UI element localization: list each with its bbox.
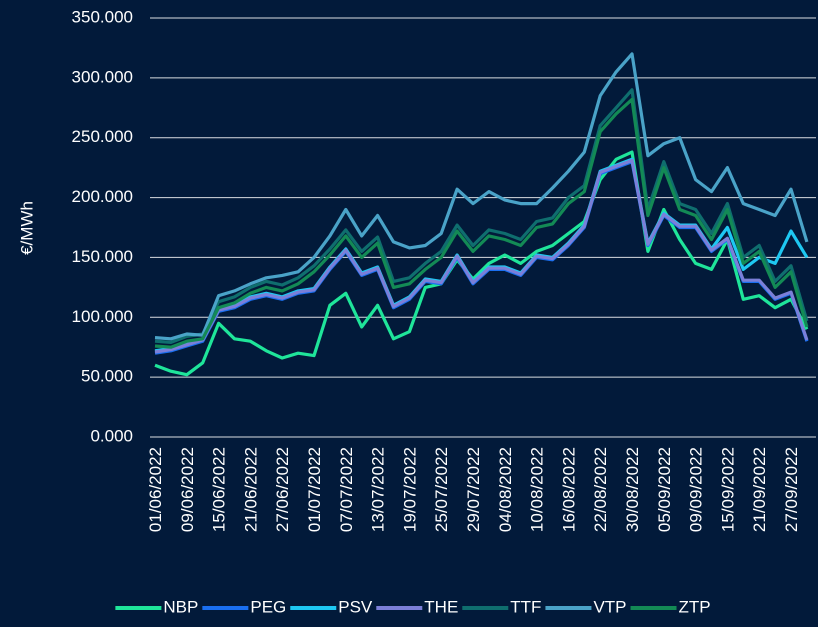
y-tick-label: 200.000: [72, 187, 133, 206]
x-tick-label: 07/07/2022: [337, 447, 356, 532]
x-tick-label: 01/06/2022: [146, 447, 165, 532]
x-tick-label: 01/07/2022: [305, 447, 324, 532]
x-tick-label: 29/07/2022: [464, 447, 483, 532]
legend-item: ZTP: [630, 597, 711, 616]
y-tick-label: 150.000: [72, 247, 133, 266]
x-tick-label: 10/08/2022: [528, 447, 547, 532]
x-tick-label: 22/08/2022: [591, 447, 610, 532]
x-tick-label: 15/09/2022: [718, 447, 737, 532]
legend-label: ZTP: [679, 597, 711, 616]
x-tick-label: 15/06/2022: [210, 447, 229, 532]
x-tick-label: 27/09/2022: [782, 447, 801, 532]
x-tick-label: 21/09/2022: [750, 447, 769, 532]
x-tick-label: 13/07/2022: [369, 447, 388, 532]
series-line: [154, 88, 809, 344]
legend-label: TTF: [510, 597, 541, 616]
series-line: [154, 97, 809, 349]
y-tick-label: 50.000: [81, 367, 133, 386]
legend-label: PEG: [250, 597, 286, 616]
x-tick-label: 09/09/2022: [687, 447, 706, 532]
legend-label: PSV: [338, 597, 373, 616]
legend-label: THE: [424, 597, 458, 616]
series-line: [154, 150, 809, 377]
y-axis-label: €/MWh: [17, 201, 36, 255]
x-tick-label: 21/06/2022: [241, 447, 260, 532]
y-tick-label: 350.000: [72, 7, 133, 26]
legend-item: THE: [376, 597, 458, 616]
legend-label: NBP: [163, 597, 198, 616]
series-line: [154, 52, 809, 341]
y-tick-label: 300.000: [72, 67, 133, 86]
series-line: [154, 158, 809, 354]
x-tick-label: 30/08/2022: [623, 447, 642, 532]
x-tick-label: 27/06/2022: [273, 447, 292, 532]
y-tick-label: 0.000: [90, 426, 133, 445]
x-tick-label: 09/06/2022: [178, 447, 197, 532]
x-tick-label: 25/07/2022: [432, 447, 451, 532]
legend-item: PEG: [202, 597, 286, 616]
x-tick-label: 19/07/2022: [400, 447, 419, 532]
x-tick-label: 04/08/2022: [496, 447, 515, 532]
x-tick-label: 16/08/2022: [559, 447, 578, 532]
legend: NBP PEG PSV THE TTF VTP ZTP: [115, 597, 711, 616]
legend-item: VTP: [545, 597, 627, 616]
x-tick-label: 05/09/2022: [655, 447, 674, 532]
y-tick-label: 100.000: [72, 307, 133, 326]
legend-item: TTF: [462, 597, 541, 616]
legend-item: PSV: [290, 597, 373, 616]
legend-label: VTP: [593, 597, 626, 616]
y-tick-label: 250.000: [72, 127, 133, 146]
legend-item: NBP: [115, 597, 198, 616]
